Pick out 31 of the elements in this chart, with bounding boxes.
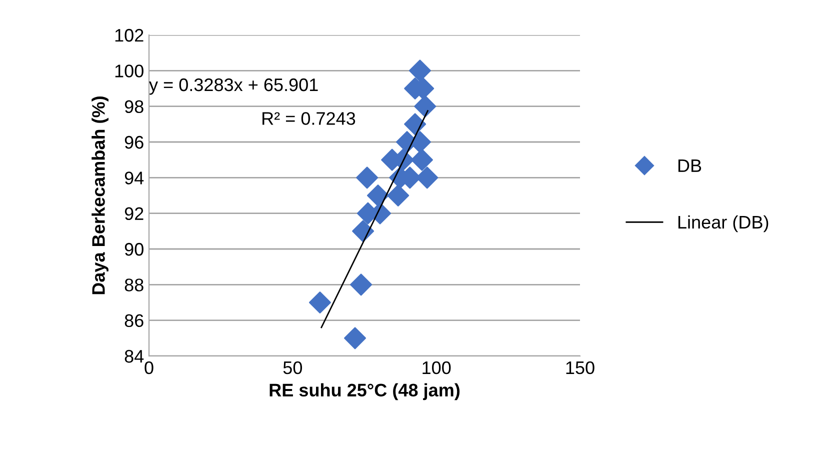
x-tick-label: 50 — [283, 361, 302, 374]
y-tick-label: 102 — [115, 28, 144, 42]
x-tick-label: 150 — [566, 361, 594, 374]
annotation: y = 0.3283x + 65.901 — [149, 78, 318, 95]
point — [414, 95, 436, 118]
y-tick-label: 90 — [124, 242, 144, 256]
x-axis-title: RE suhu 25°C (48 jam) — [270, 383, 460, 400]
y-tick-label: 94 — [124, 172, 144, 184]
y-axis-title: Daya Berkecambah (%) — [92, 96, 108, 294]
legend-label: DB — [678, 159, 702, 172]
y-tick-label: 100 — [115, 64, 144, 78]
y-tick-label: 96 — [124, 136, 144, 149]
point — [410, 148, 433, 171]
point — [408, 60, 431, 82]
y-tick-label: 84 — [124, 350, 144, 363]
y-tick-label: 88 — [124, 278, 144, 292]
point — [308, 292, 331, 314]
x-tick-label: 0 — [144, 361, 154, 374]
point — [387, 184, 410, 206]
point — [344, 327, 366, 350]
legend-label: Linear (DB) — [678, 215, 768, 232]
y-tick-label: 92 — [124, 207, 144, 220]
x-tick-label: 100 — [422, 361, 451, 374]
annotation: R² = 0.7243 — [262, 112, 356, 125]
y-tick-label: 86 — [124, 314, 144, 328]
point — [367, 184, 389, 206]
point — [352, 220, 374, 242]
point — [356, 166, 378, 189]
point — [404, 113, 426, 136]
y-tick-label: 98 — [124, 100, 144, 114]
point — [350, 274, 372, 296]
